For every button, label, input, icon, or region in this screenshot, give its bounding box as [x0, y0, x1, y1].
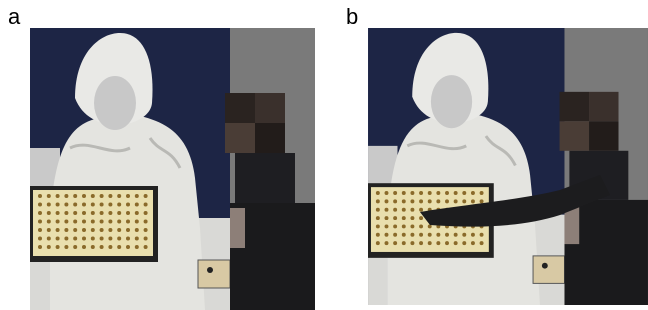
panel-label: b — [346, 4, 358, 29]
photo — [366, 28, 648, 305]
figure: a b — [0, 0, 648, 310]
panel-label: a — [8, 4, 21, 29]
photo — [28, 28, 315, 310]
